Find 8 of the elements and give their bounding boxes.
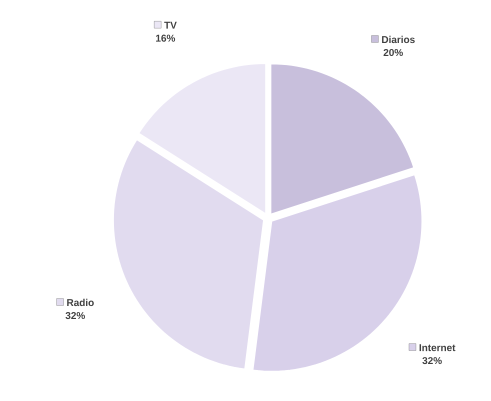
legend-label: TV bbox=[164, 22, 177, 29]
legend-label: Internet bbox=[420, 344, 456, 352]
data-label: 32% bbox=[66, 312, 85, 320]
legend-label: Radio bbox=[67, 298, 94, 306]
data-label: 16% bbox=[156, 34, 176, 42]
data-label: 20% bbox=[384, 49, 403, 56]
data-label: 32% bbox=[422, 357, 442, 364]
legend-label: Diarios bbox=[382, 36, 415, 44]
